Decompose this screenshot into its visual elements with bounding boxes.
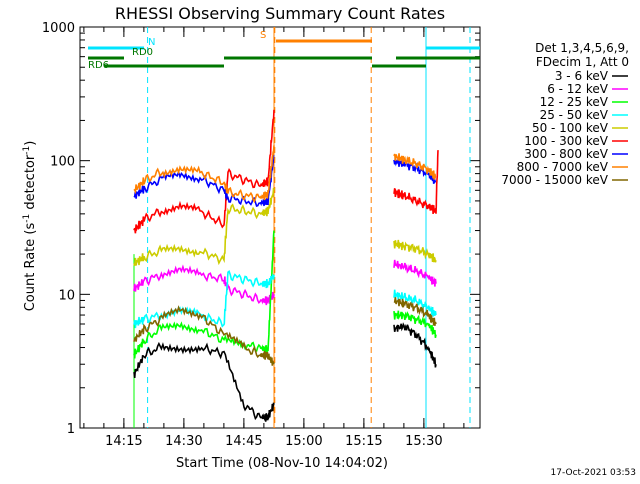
chart-title: RHESSI Observing Summary Count Rates (115, 4, 445, 23)
x-tick-label: 14:30 (165, 434, 202, 449)
series-line (133, 305, 275, 366)
legend-label: 100 - 300 keV (524, 134, 608, 148)
series-line (133, 109, 275, 234)
legend-header-line-2: FDecim 1, Att 0 (536, 55, 629, 69)
series-line (393, 310, 437, 338)
legend-label: 6 - 12 keV (547, 82, 609, 96)
legend-label: 50 - 100 keV (532, 121, 609, 135)
y-tick-label: 1000 (42, 21, 75, 36)
series-line (393, 259, 437, 287)
x-tick-label: 15:15 (345, 434, 382, 449)
flag-label-rd6: RD6 (88, 60, 109, 71)
legend-label: 300 - 800 keV (524, 147, 608, 161)
series-line (133, 341, 275, 422)
legend-label: 800 - 7000 keV (517, 160, 609, 174)
series-line (133, 269, 275, 329)
series-line (393, 150, 439, 214)
x-tick-label: 14:45 (225, 434, 262, 449)
series-line (393, 153, 437, 180)
y-axis-label: Count Rate (s-1 detector-1) (22, 141, 38, 312)
flag-label-s: S (260, 30, 266, 41)
legend-label: 3 - 6 keV (555, 69, 609, 83)
footer-timestamp: 17-Oct-2021 03:53 (551, 468, 636, 478)
series-line (133, 154, 275, 207)
series-line (393, 322, 437, 368)
x-tick-label: 14:15 (105, 434, 142, 449)
series-line (133, 264, 275, 306)
x-axis-label: Start Time (08-Nov-10 14:04:02) (176, 456, 388, 471)
series-line (133, 187, 275, 267)
legend-header-line-1: Det 1,3,4,5,6,9, (535, 41, 629, 55)
y-tick-label: 10 (58, 288, 75, 303)
series-line (133, 230, 275, 359)
flag-label-n: N (148, 37, 155, 48)
x-tick-label: 15:00 (285, 434, 322, 449)
legend-label: 25 - 50 keV (540, 108, 609, 122)
series-line (393, 239, 437, 263)
y-tick-label: 100 (50, 155, 75, 170)
x-tick-label: 15:30 (405, 434, 442, 449)
legend-label: 12 - 25 keV (540, 95, 609, 109)
series-line (393, 297, 437, 326)
flag-label-rd0: RD0 (132, 47, 153, 58)
series-line (133, 145, 275, 204)
plot-frame (79, 26, 481, 429)
legend-label: 7000 - 15000 keV (501, 173, 608, 187)
y-tick-label: 1 (67, 422, 75, 437)
series-line (393, 289, 437, 317)
